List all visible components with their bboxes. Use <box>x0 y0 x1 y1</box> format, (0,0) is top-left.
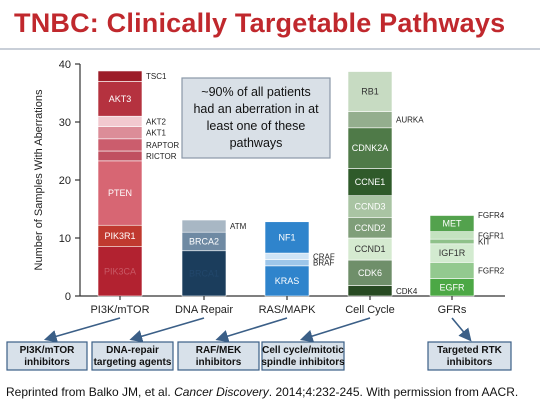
bar-segment-kras <box>264 265 310 297</box>
segment-label-fgfr2: FGFR2 <box>478 266 505 275</box>
segment-label-aurka: AURKA <box>396 116 424 125</box>
bar-segment-pik3ca <box>97 246 143 297</box>
pathway-arrow <box>43 317 121 343</box>
bar-segment-cdk4 <box>347 285 393 297</box>
segment-label-kit: KIT <box>478 237 491 246</box>
bar-segment-brca1 <box>181 250 227 297</box>
segment-label-rb1: RB1 <box>361 87 379 97</box>
slide-title: TNBC: Clinically Targetable Pathways <box>14 8 506 38</box>
segment-label-braf: BRAF <box>313 259 334 268</box>
title-divider <box>0 48 540 50</box>
y-tick-label: 0 <box>65 291 71 303</box>
callout-line: pathways <box>230 136 283 150</box>
segment-label-kras: KRAS <box>275 276 300 286</box>
callout-box <box>181 77 331 159</box>
segment-label-nf1: NF1 <box>278 232 295 242</box>
target-box-1 <box>6 341 88 371</box>
segment-label-cdk6: CDK6 <box>358 268 382 278</box>
target-box-2 <box>91 341 174 371</box>
citation: Reprinted from Balko JM, et al. Cancer D… <box>6 385 518 399</box>
segment-label-brca2: BRCA2 <box>189 236 219 246</box>
bar-segment-raptor <box>97 138 143 152</box>
bar-segment-craf <box>264 252 310 260</box>
target-box-3 <box>177 341 260 371</box>
segment-label-akt1: AKT1 <box>146 129 167 138</box>
segment-label-met: MET <box>443 219 463 229</box>
target-box-text: inhibitors <box>24 357 70 368</box>
x-tick-label-dna-repair: DNA Repair <box>175 304 233 316</box>
segment-label-ccne1: CCNE1 <box>355 177 386 187</box>
target-box-text: inhibitors <box>447 357 493 368</box>
segment-label-pten: PTEN <box>108 188 132 198</box>
segment-label-fgfr1: FGFR1 <box>478 231 505 240</box>
bar-segment-akt3 <box>97 81 143 117</box>
bar-segment-cdk6 <box>347 259 393 286</box>
segment-label-ccnd3: CCND3 <box>354 202 385 212</box>
bar-segment-cdnk2a <box>347 127 393 169</box>
bar-segment-akt1 <box>97 126 143 140</box>
bar-segment-fgfr2 <box>429 262 475 279</box>
citation-suffix: . 2014;4:232-245. With permission from A… <box>268 385 519 399</box>
target-box-text: spindle inhibitors <box>261 357 345 368</box>
target-box-text: DNA-repair <box>106 345 159 356</box>
y-axis-label: Number of Samples With Aberrations <box>33 89 45 270</box>
x-tick-label-ras-mapk: RAS/MAPK <box>259 304 317 316</box>
bar-segment-akt2 <box>97 115 143 127</box>
callout-line: had an aberration in at <box>193 102 319 116</box>
pathway-arrow <box>451 317 472 342</box>
target-box-text: inhibitors <box>196 357 242 368</box>
segment-label-craf: CRAF <box>313 252 335 261</box>
bar-segment-rb1 <box>347 71 393 112</box>
segment-label-ccnd2: CCND2 <box>354 223 385 233</box>
segment-label-akt3: AKT3 <box>109 94 132 104</box>
stacked-bar-chart: 0 10 20 30 40 Number of Samples With Aberrati… <box>6 59 512 371</box>
x-tick-label-cell-cycle: Cell Cycle <box>345 304 395 316</box>
pathway-arrow <box>215 317 288 343</box>
x-tick-label-pi3k-mtor: PI3K/mTOR <box>90 304 149 316</box>
segment-label-brca1: BRCA1 <box>189 268 219 278</box>
target-box-text: Targeted RTK <box>437 345 503 356</box>
segment-label-akt2: AKT2 <box>146 117 167 126</box>
target-box-4 <box>261 341 345 371</box>
bar-segment-ccne1 <box>347 168 393 196</box>
target-box-5 <box>427 341 512 371</box>
segment-label-cdk4: CDK4 <box>396 287 418 296</box>
segment-label-egfr: EGFR <box>439 282 465 292</box>
segment-label-pik3ca: PIK3CA <box>104 266 136 276</box>
bar-segment-atm <box>181 219 227 233</box>
segment-label-fgfr4: FGFR4 <box>478 211 505 220</box>
bar-segment-braf <box>264 259 310 267</box>
segment-label-igf1r: IGF1R <box>439 248 466 258</box>
pathway-arrow <box>129 317 205 343</box>
bar-segment-rictor <box>97 150 143 162</box>
pathway-arrow <box>299 317 371 343</box>
target-box-text: PI3K/mTOR <box>20 345 76 356</box>
callout-line: least one of these <box>207 119 306 133</box>
y-tick-label: 40 <box>59 59 71 71</box>
y-tick-label: 30 <box>59 117 71 129</box>
target-box-text: targeting agents <box>94 357 172 368</box>
target-box-text: RAF/MEK <box>196 345 242 356</box>
segment-label-raptor: RAPTOR <box>146 141 179 150</box>
target-box-text: Cell cycle/mitotic <box>262 345 344 356</box>
citation-prefix: Reprinted from Balko JM, et al. <box>6 385 175 399</box>
segment-label-atm: ATM <box>230 222 247 231</box>
segment-label-cdnk2a: CDNK2A <box>352 143 389 153</box>
segment-label-pik3r1: PIK3R1 <box>104 231 135 241</box>
bar-segment-kit <box>429 238 475 245</box>
segment-label-rictor: RICTOR <box>146 152 177 161</box>
y-tick-label: 20 <box>59 175 71 187</box>
bar-segment-tsc1 <box>97 70 143 82</box>
segment-label-tsc1: TSC1 <box>146 72 167 81</box>
bar-segment-pten <box>97 160 143 226</box>
citation-journal: Cancer Discovery <box>174 385 269 399</box>
y-tick-label: 10 <box>59 233 71 245</box>
x-tick-label-gfrs: GFRs <box>438 304 467 316</box>
bar-segment-nf1 <box>264 221 310 254</box>
segment-label-ccnd1: CCND1 <box>354 244 385 254</box>
bar-segment-fgfr1 <box>429 231 475 240</box>
bar-segment-fgfr4 <box>429 214 475 216</box>
bar-segment-aurka <box>347 111 393 129</box>
callout-line: ~90% of all patients <box>201 85 310 99</box>
